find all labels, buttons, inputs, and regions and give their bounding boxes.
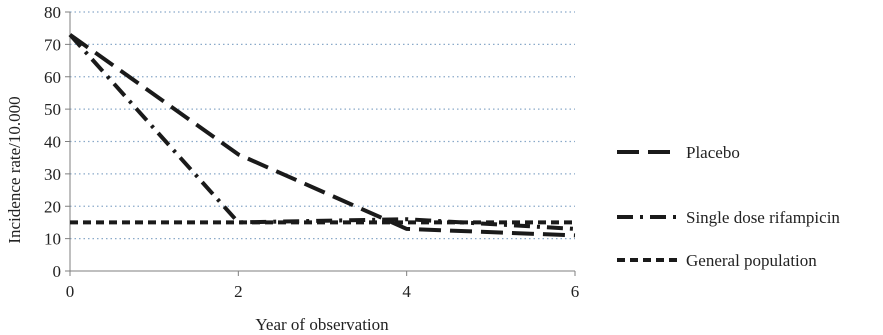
y-tick-label-2: 20 (44, 197, 61, 216)
series-line-0 (68, 33, 576, 238)
y-tick-label-0: 0 (53, 262, 62, 281)
y-tick-label-1: 10 (44, 230, 61, 249)
y-axis-title: Incidence rate/10.000 (5, 96, 24, 243)
y-tick-labels: 0 10 20 30 40 50 60 70 80 (44, 3, 70, 281)
legend: Placebo Single dose rifampicin General pop… (617, 143, 840, 270)
legend-label-2: General population (686, 251, 817, 270)
y-tick-label-3: 30 (44, 165, 61, 184)
y-tick-label-6: 60 (44, 68, 61, 87)
gridlines (70, 11, 575, 240)
x-tick-label-0: 0 (66, 282, 75, 301)
series-line-1 (68, 33, 576, 231)
y-tick-label-7: 70 (44, 35, 61, 54)
y-tick-label-5: 50 (44, 100, 61, 119)
x-tick-label-1: 2 (234, 282, 243, 301)
legend-label-1: Single dose rifampicin (686, 208, 840, 227)
y-tick-label-8: 80 (44, 3, 61, 22)
x-tick-label-3: 6 (571, 282, 580, 301)
x-tick-labels: 0 2 4 6 (66, 271, 580, 301)
series-lines (68, 33, 576, 238)
legend-label-0: Placebo (686, 143, 740, 162)
y-tick-label-4: 40 (44, 133, 61, 152)
x-tick-label-2: 4 (402, 282, 411, 301)
x-axis-title: Year of observation (255, 315, 389, 334)
